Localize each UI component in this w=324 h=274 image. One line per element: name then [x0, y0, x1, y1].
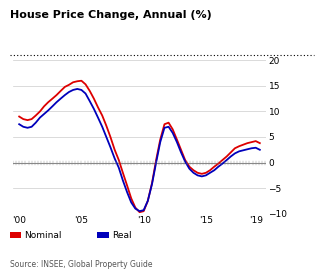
Text: House Price Change, Annual (%): House Price Change, Annual (%)	[10, 10, 212, 19]
Text: Source: INSEE, Global Property Guide: Source: INSEE, Global Property Guide	[10, 259, 152, 269]
Text: Real: Real	[112, 231, 132, 239]
Text: Nominal: Nominal	[24, 231, 62, 239]
